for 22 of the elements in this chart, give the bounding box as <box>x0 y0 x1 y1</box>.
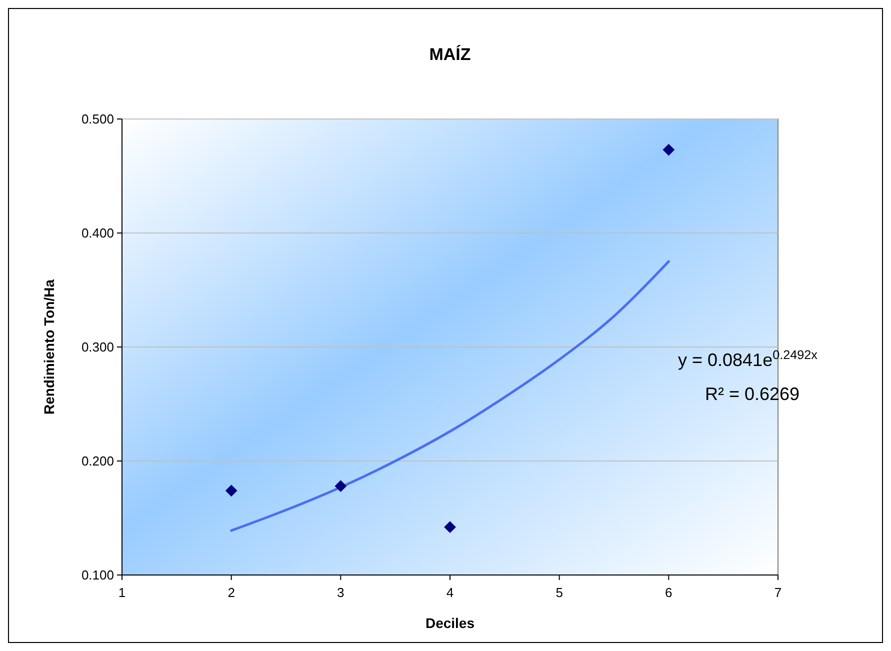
chart-title: MAÍZ <box>429 44 471 64</box>
line-series <box>230 260 670 532</box>
x-tick-label: 7 <box>774 585 782 600</box>
x-axis-title: Deciles <box>425 615 475 631</box>
point <box>334 480 347 492</box>
point <box>444 521 456 534</box>
annotation: y = 0.0841e$^{0.2492x}$ <box>678 348 818 370</box>
x-tick-label: 3 <box>337 585 344 600</box>
x-tick-label: 4 <box>446 585 454 600</box>
x-tick-label: 5 <box>556 585 563 600</box>
x-tick-label: 6 <box>665 585 672 600</box>
y-tick-label: 0.100 <box>81 568 114 583</box>
y-tick-label: 0.500 <box>81 112 114 127</box>
point <box>225 484 238 497</box>
y-axis-title: Rendimiento Ton/Ha <box>41 279 57 415</box>
y-tick-label: 0.400 <box>81 226 114 241</box>
y-tick-label: 0.200 <box>81 454 114 469</box>
x-tick-label: 1 <box>118 585 126 600</box>
point <box>662 144 675 156</box>
annotation: R² = 0.6269 <box>705 384 800 404</box>
x-tick-label: 2 <box>228 585 235 600</box>
y-tick-label: 0.300 <box>81 340 114 355</box>
